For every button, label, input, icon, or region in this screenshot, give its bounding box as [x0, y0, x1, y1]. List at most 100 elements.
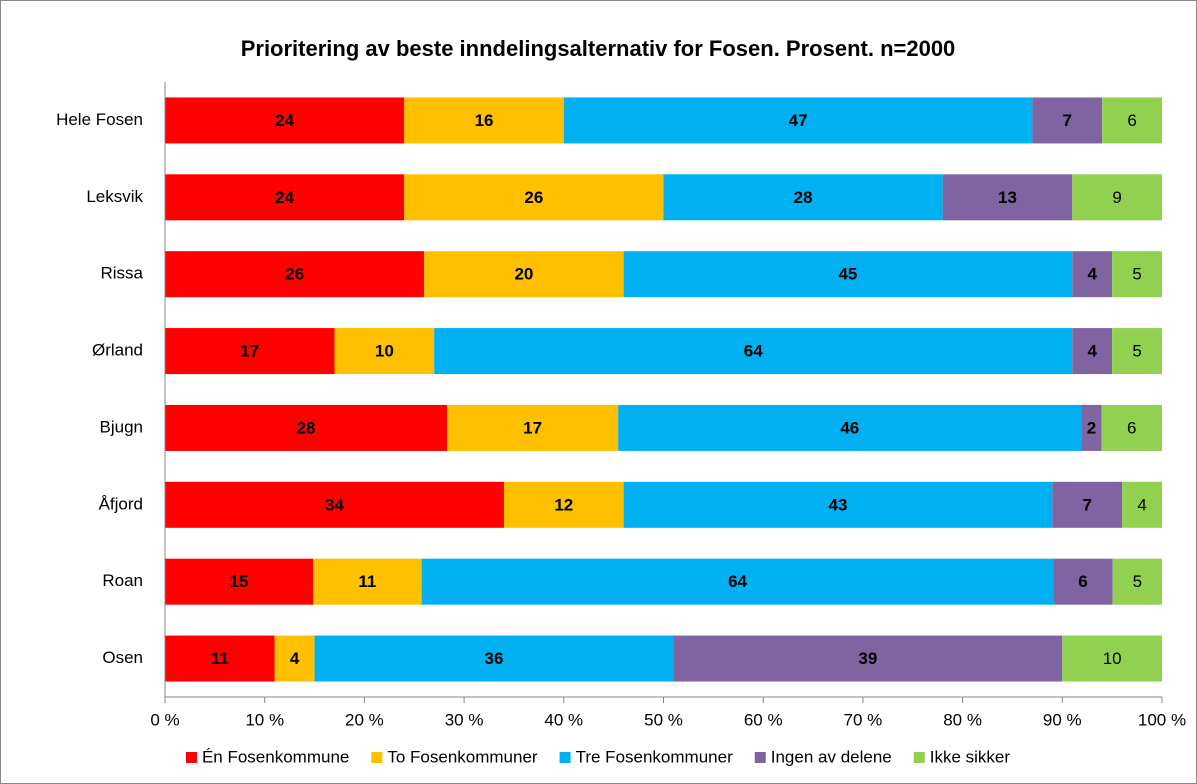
value-label: 17 — [240, 342, 259, 361]
legend-swatch — [913, 752, 925, 763]
value-label: 43 — [829, 495, 848, 514]
value-label: 6 — [1078, 572, 1087, 591]
y-tick-label: Osen — [102, 648, 143, 667]
x-tick-label: 30 % — [445, 710, 484, 729]
bar-segment — [1052, 481, 1123, 528]
bar-segment — [942, 174, 1073, 221]
bar-segment — [165, 404, 447, 451]
y-tick-label: Bjugn — [100, 417, 143, 436]
value-label: 7 — [1063, 111, 1072, 130]
value-label: 10 — [1103, 649, 1122, 668]
value-label: 13 — [998, 188, 1017, 207]
x-tick-label: 60 % — [744, 710, 783, 729]
bar-segment — [446, 404, 619, 451]
bar-segment — [434, 328, 1073, 375]
value-label: 64 — [744, 342, 763, 361]
value-label: 4 — [1087, 265, 1097, 284]
value-label: 45 — [838, 265, 857, 284]
bar-segment — [1112, 558, 1162, 605]
value-label: 4 — [290, 649, 300, 668]
bar-segment — [563, 97, 1033, 144]
bar-segment — [165, 174, 405, 221]
value-label: 28 — [794, 188, 813, 207]
legend-label: Ingen av delene — [771, 747, 892, 766]
bar-segment — [1072, 251, 1113, 298]
bar-segment — [1112, 251, 1162, 298]
x-tick-label: 80 % — [943, 710, 982, 729]
value-label: 5 — [1132, 265, 1141, 284]
bar-segment — [165, 251, 425, 298]
bar-segment — [274, 635, 315, 682]
bar-segment — [1053, 558, 1113, 605]
value-label: 2 — [1087, 418, 1096, 437]
bar-segment — [1032, 97, 1103, 144]
bar-segment — [424, 251, 624, 298]
value-label: 26 — [524, 188, 543, 207]
bar-segment — [1102, 97, 1162, 144]
bar-segment — [1081, 404, 1102, 451]
value-label: 15 — [230, 572, 249, 591]
value-label: 4 — [1137, 495, 1146, 514]
legend-swatch — [371, 752, 383, 763]
x-tick-label: 50 % — [644, 710, 683, 729]
bar-segment — [618, 404, 1082, 451]
y-tick-label: Leksvik — [86, 187, 143, 206]
bar-segment — [663, 174, 943, 221]
bar-segment — [1062, 635, 1162, 682]
value-label: 4 — [1087, 342, 1097, 361]
bar-segment — [1112, 328, 1162, 375]
value-label: 5 — [1133, 572, 1142, 591]
bar-segment — [165, 328, 335, 375]
bar-segment — [1101, 404, 1162, 451]
value-label: 46 — [840, 418, 859, 437]
value-label: 28 — [297, 418, 316, 437]
y-tick-label: Ørland — [92, 341, 143, 360]
value-label: 34 — [325, 495, 344, 514]
value-label: 17 — [523, 418, 542, 437]
legend-swatch — [559, 752, 571, 763]
bar-segment — [404, 97, 564, 144]
bar-segment — [1072, 328, 1113, 375]
bar-segment — [314, 635, 674, 682]
bar-segment — [313, 558, 422, 605]
y-tick-label: Åfjord — [99, 494, 143, 513]
bar-segment — [404, 174, 664, 221]
value-label: 9 — [1112, 188, 1121, 207]
value-label: 11 — [358, 572, 376, 591]
bar-segment — [1072, 174, 1162, 221]
legend-label: Ikke sikker — [930, 747, 1011, 766]
legend-label: Tre Fosenkommuner — [576, 747, 733, 766]
value-label: 6 — [1127, 111, 1136, 130]
bar-segment — [503, 481, 624, 528]
x-tick-label: 100 % — [1138, 710, 1186, 729]
bar-segment — [623, 481, 1053, 528]
value-label: 7 — [1082, 495, 1091, 514]
value-label: 24 — [275, 188, 294, 207]
bar-segment — [421, 558, 1054, 605]
x-tick-label: 90 % — [1043, 710, 1082, 729]
value-label: 64 — [728, 572, 747, 591]
x-tick-label: 0 % — [150, 710, 179, 729]
value-label: 5 — [1132, 342, 1141, 361]
bar-segment — [165, 97, 405, 144]
bar-segment — [165, 635, 275, 682]
x-tick-label: 10 % — [245, 710, 284, 729]
value-label: 6 — [1127, 418, 1136, 437]
y-tick-label: Roan — [102, 571, 143, 590]
y-tick-label: Rissa — [100, 264, 143, 283]
legend-swatch — [754, 752, 766, 763]
bar-segment — [165, 558, 314, 605]
chart-title: Prioritering av beste inndelingsalternat… — [241, 36, 956, 61]
value-label: 36 — [485, 649, 504, 668]
bar-segment — [165, 481, 504, 528]
value-label: 39 — [858, 649, 877, 668]
legend-swatch — [185, 752, 197, 763]
x-tick-label: 40 % — [544, 710, 583, 729]
value-label: 24 — [275, 111, 294, 130]
bar-segment — [623, 251, 1073, 298]
x-tick-label: 20 % — [345, 710, 384, 729]
bar-segment — [673, 635, 1063, 682]
value-label: 11 — [211, 649, 229, 668]
